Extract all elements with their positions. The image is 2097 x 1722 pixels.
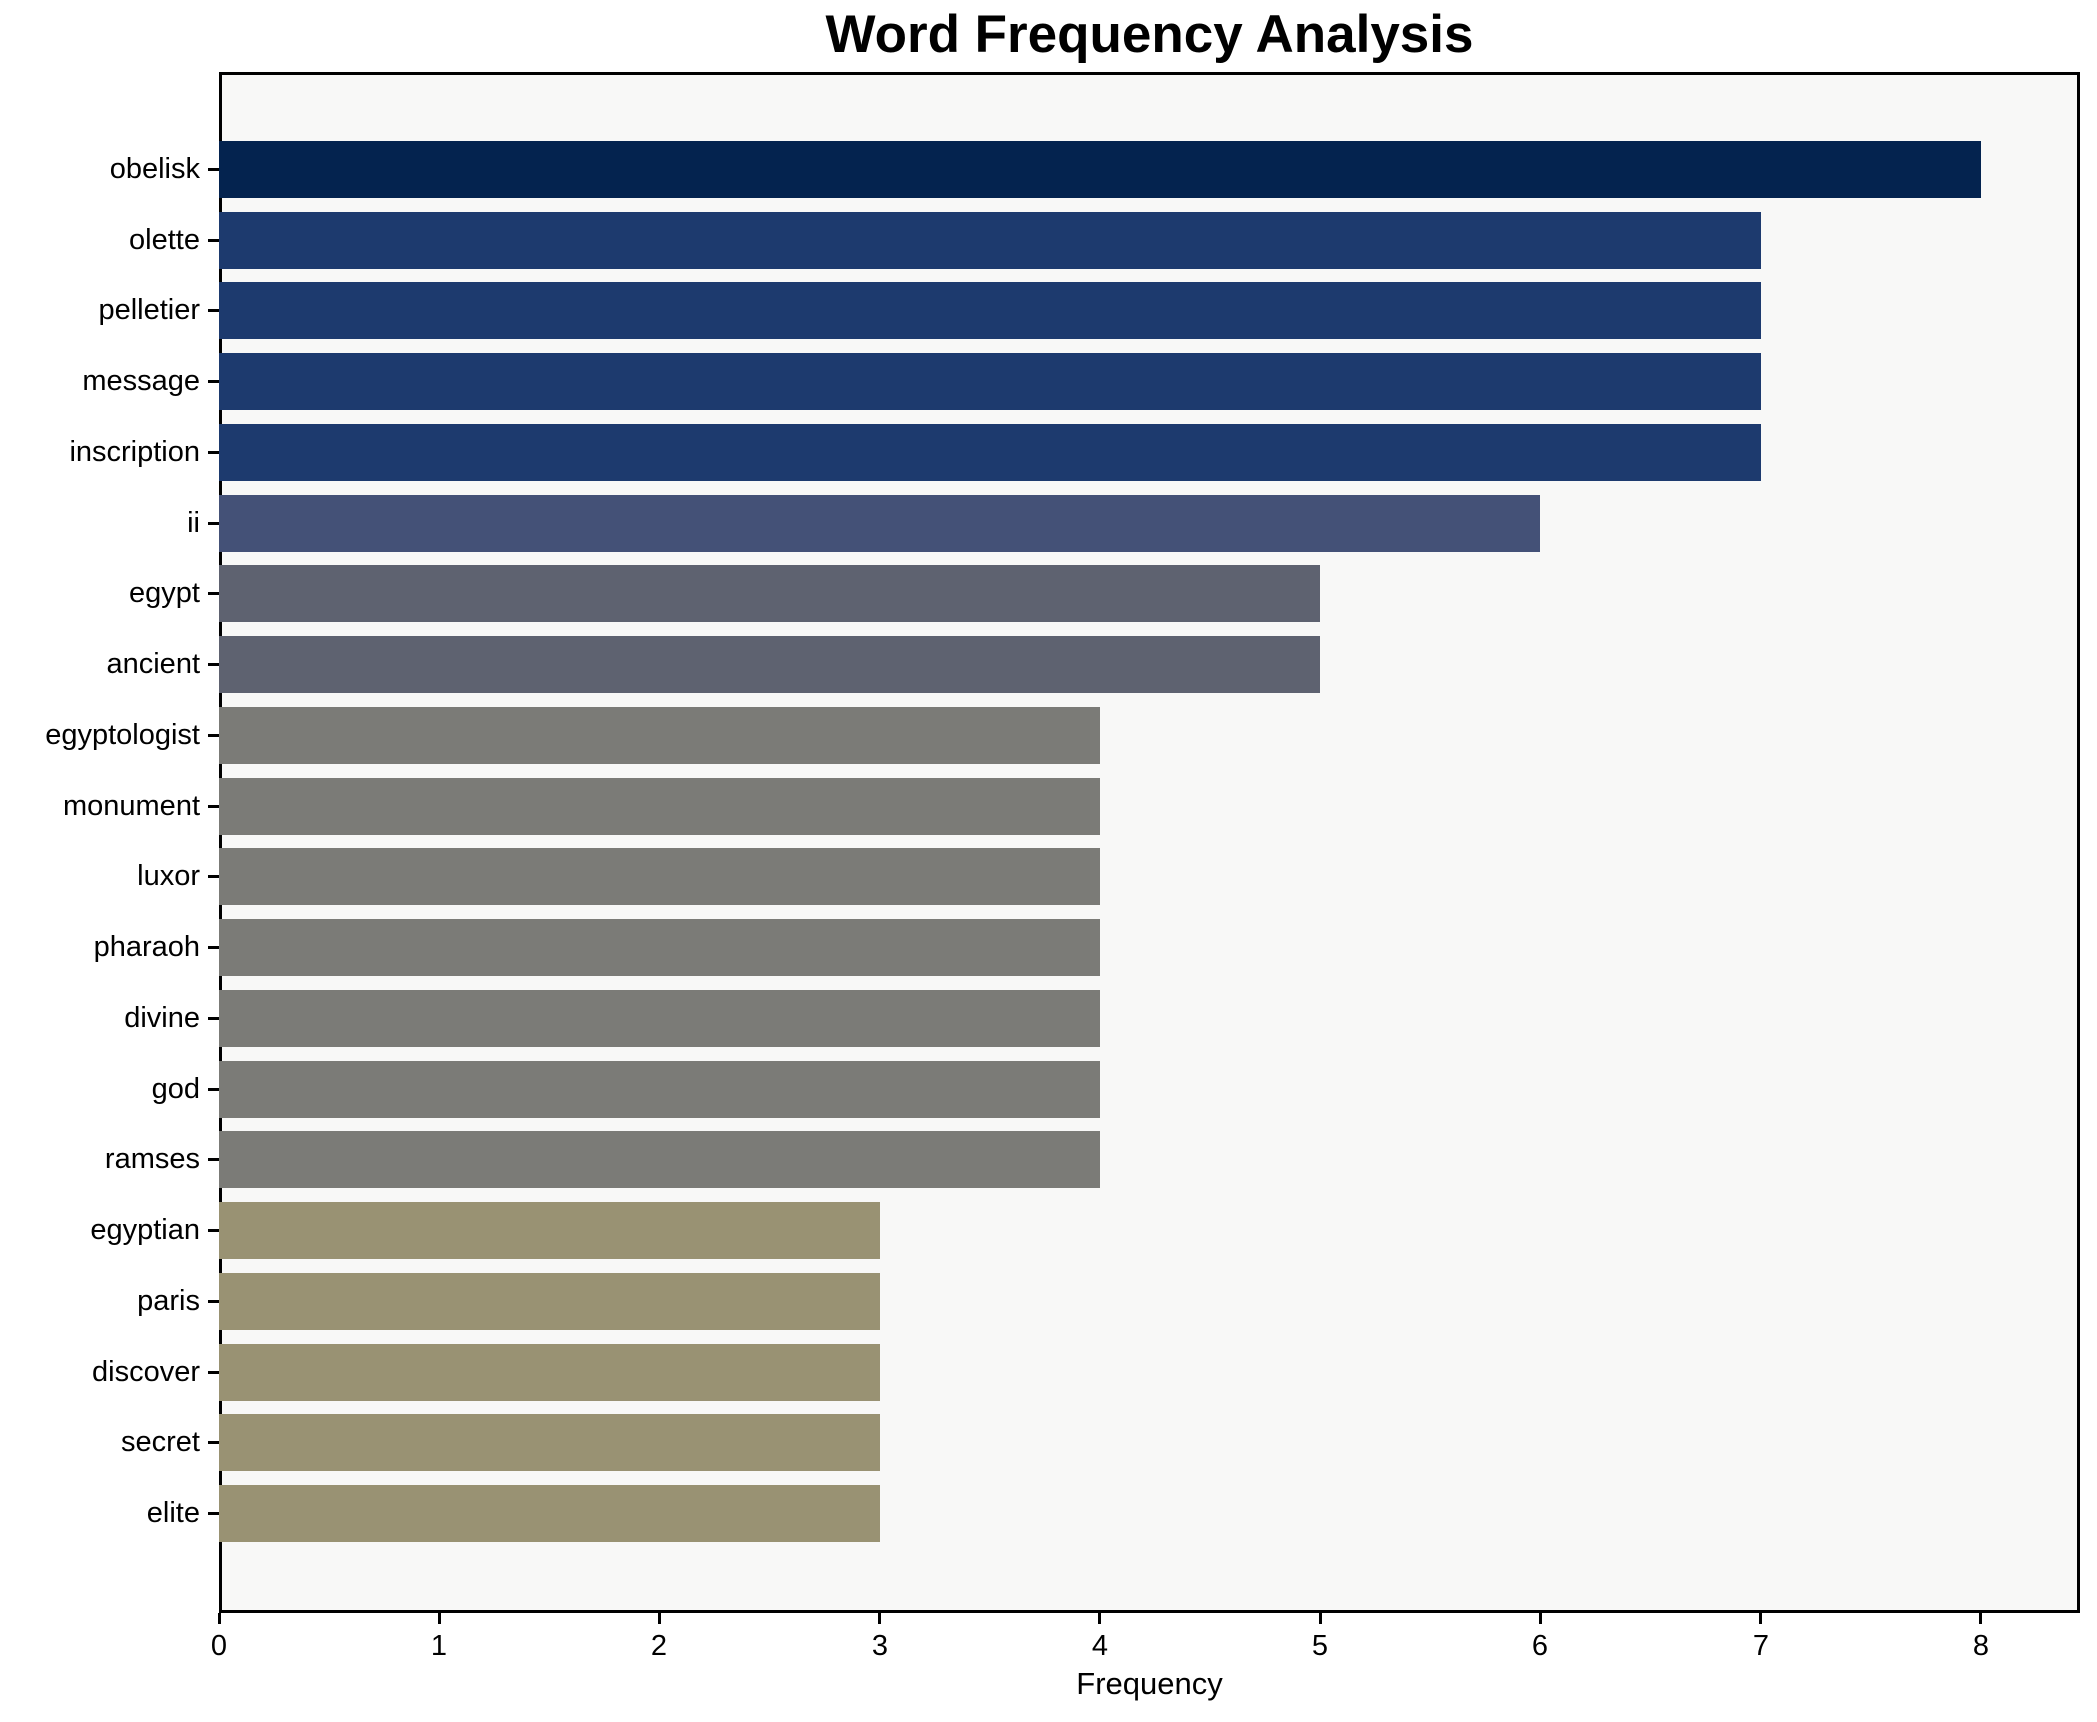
y-tick-mark — [208, 875, 219, 878]
y-tick-mark — [208, 734, 219, 737]
bar-message — [219, 353, 1761, 411]
y-tick-mark — [208, 1158, 219, 1161]
y-tick-mark — [208, 1229, 219, 1232]
y-tick-label-inscription: inscription — [69, 436, 200, 468]
x-tick-mark — [658, 1613, 661, 1624]
y-tick-mark — [208, 380, 219, 383]
x-tick-mark — [1539, 1613, 1542, 1624]
bar-paris — [219, 1272, 880, 1330]
y-tick-mark — [208, 168, 219, 171]
bar-god — [219, 1060, 1100, 1118]
x-tick-label-4: 4 — [1091, 1630, 1109, 1662]
y-tick-mark — [208, 239, 219, 242]
bar-egyptian — [219, 1202, 880, 1260]
bar-discover — [219, 1343, 880, 1401]
x-tick-label-8: 8 — [1972, 1630, 1990, 1662]
y-tick-label-olette: olette — [129, 224, 200, 256]
bar-elite — [219, 1485, 880, 1542]
y-tick-label-pelletier: pelletier — [98, 294, 200, 326]
x-tick-mark — [1979, 1613, 1982, 1624]
bar-ancient — [219, 636, 1320, 694]
y-tick-mark — [208, 1088, 219, 1091]
y-tick-mark — [208, 1371, 219, 1374]
y-tick-mark — [208, 1300, 219, 1303]
x-tick-mark — [1319, 1613, 1322, 1624]
bar-egyptologist — [219, 706, 1100, 764]
y-tick-label-luxor: luxor — [137, 860, 200, 892]
bar-olette — [219, 211, 1761, 269]
bar-ii — [219, 494, 1540, 552]
y-tick-label-pharaoh: pharaoh — [93, 931, 200, 963]
y-tick-mark — [208, 663, 219, 666]
y-tick-label-secret: secret — [121, 1426, 200, 1458]
x-tick-mark — [878, 1613, 881, 1624]
y-tick-label-divine: divine — [124, 1002, 200, 1034]
y-tick-mark — [208, 805, 219, 808]
y-tick-label-god: god — [151, 1073, 200, 1105]
bar-divine — [219, 989, 1100, 1047]
y-tick-label-ramses: ramses — [104, 1143, 200, 1175]
y-tick-label-egyptologist: egyptologist — [45, 719, 200, 751]
y-tick-mark — [208, 1441, 219, 1444]
bar-luxor — [219, 848, 1100, 906]
plot-area — [219, 72, 2080, 1613]
bar-pelletier — [219, 282, 1761, 340]
bar-egypt — [219, 565, 1320, 623]
y-tick-mark — [208, 522, 219, 525]
y-tick-label-message: message — [82, 365, 200, 397]
y-tick-label-obelisk: obelisk — [109, 153, 200, 185]
y-tick-mark — [208, 309, 219, 312]
x-tick-label-7: 7 — [1752, 1630, 1770, 1662]
x-tick-label-3: 3 — [871, 1630, 889, 1662]
y-tick-label-egyptian: egyptian — [90, 1214, 200, 1246]
y-tick-mark — [208, 946, 219, 949]
x-tick-mark — [1759, 1613, 1762, 1624]
bar-ramses — [219, 1131, 1100, 1189]
y-tick-label-egypt: egypt — [129, 577, 200, 609]
bar-monument — [219, 777, 1100, 835]
y-tick-mark — [208, 451, 219, 454]
bar-secret — [219, 1414, 880, 1472]
y-tick-label-monument: monument — [62, 790, 200, 822]
bar-obelisk — [219, 141, 1981, 198]
x-axis-label: Frequency — [1076, 1666, 1223, 1701]
chart-title: Word Frequency Analysis — [825, 5, 1474, 64]
y-tick-mark — [208, 1512, 219, 1515]
y-tick-mark — [208, 1017, 219, 1020]
x-tick-label-6: 6 — [1531, 1630, 1549, 1662]
y-tick-label-paris: paris — [137, 1285, 200, 1317]
x-tick-mark — [218, 1613, 221, 1624]
x-tick-label-2: 2 — [650, 1630, 668, 1662]
x-tick-label-0: 0 — [210, 1630, 228, 1662]
y-tick-mark — [208, 592, 219, 595]
bar-inscription — [219, 423, 1761, 481]
y-tick-label-ancient: ancient — [106, 648, 200, 680]
x-tick-mark — [1098, 1613, 1101, 1624]
y-tick-label-ii: ii — [187, 507, 200, 539]
x-tick-mark — [438, 1613, 441, 1624]
y-tick-label-discover: discover — [92, 1356, 200, 1388]
bar-pharaoh — [219, 919, 1100, 977]
y-tick-label-elite: elite — [146, 1497, 200, 1529]
x-tick-label-1: 1 — [430, 1630, 448, 1662]
x-tick-label-5: 5 — [1311, 1630, 1329, 1662]
